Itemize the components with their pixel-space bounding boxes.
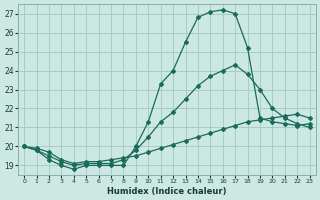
X-axis label: Humidex (Indice chaleur): Humidex (Indice chaleur): [107, 187, 227, 196]
